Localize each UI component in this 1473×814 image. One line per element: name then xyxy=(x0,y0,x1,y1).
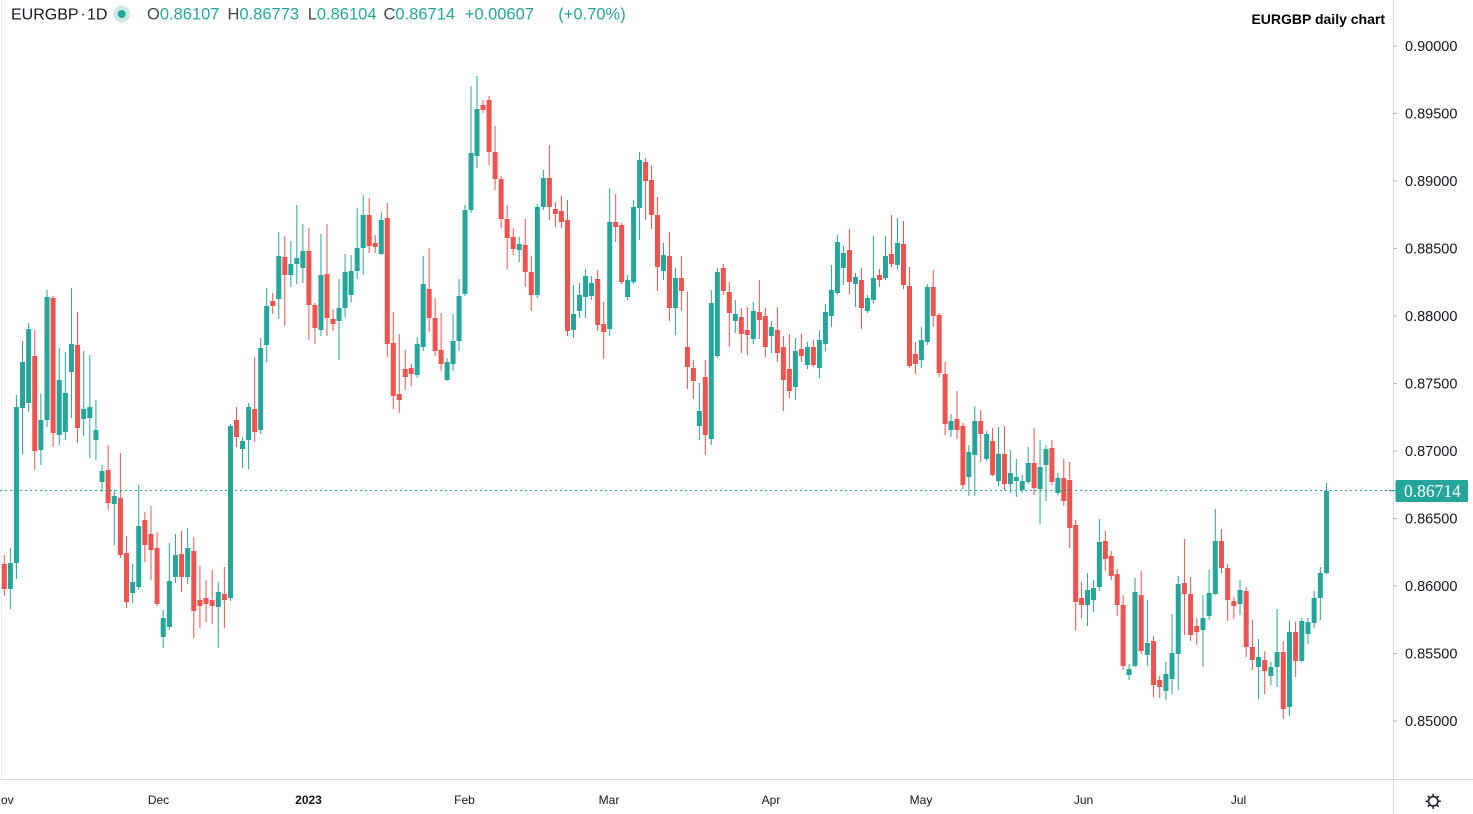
svg-text:0.88500: 0.88500 xyxy=(1405,242,1457,258)
svg-text:·: · xyxy=(81,6,86,23)
svg-text:0.86714: 0.86714 xyxy=(1404,481,1461,501)
svg-text:0.89500: 0.89500 xyxy=(1405,107,1457,123)
svg-text:0.87000: 0.87000 xyxy=(1405,444,1457,460)
svg-text:0.88000: 0.88000 xyxy=(1405,309,1457,325)
svg-text:Mar: Mar xyxy=(599,793,620,807)
svg-text:0.86500: 0.86500 xyxy=(1405,512,1457,528)
svg-text:Dec: Dec xyxy=(148,793,169,807)
svg-text:EURGBP: EURGBP xyxy=(11,7,79,24)
svg-text:Jun: Jun xyxy=(1074,793,1093,807)
svg-text:1D: 1D xyxy=(87,7,107,24)
svg-text:H0.86773: H0.86773 xyxy=(228,6,300,24)
svg-text:L0.86104: L0.86104 xyxy=(308,6,377,24)
svg-text:(+0.70%): (+0.70%) xyxy=(558,6,625,24)
svg-text:0.90000: 0.90000 xyxy=(1405,39,1457,55)
svg-text:Jul: Jul xyxy=(1231,793,1246,807)
svg-text:Apr: Apr xyxy=(762,793,781,807)
svg-text:C0.86714: C0.86714 xyxy=(384,6,456,24)
svg-text:+0.00607: +0.00607 xyxy=(465,6,534,24)
svg-text:2023: 2023 xyxy=(295,793,322,807)
svg-text:May: May xyxy=(910,793,933,807)
svg-text:Feb: Feb xyxy=(454,793,475,807)
svg-text:EURGBP daily chart: EURGBP daily chart xyxy=(1251,11,1385,27)
svg-text:0.87500: 0.87500 xyxy=(1405,377,1457,393)
svg-text:Nov: Nov xyxy=(0,793,14,807)
svg-text:0.89000: 0.89000 xyxy=(1405,174,1457,190)
svg-text:0.86000: 0.86000 xyxy=(1405,579,1457,595)
svg-text:0.85500: 0.85500 xyxy=(1405,647,1457,663)
svg-text:O0.86107: O0.86107 xyxy=(147,6,220,24)
svg-text:0.85000: 0.85000 xyxy=(1405,714,1457,730)
